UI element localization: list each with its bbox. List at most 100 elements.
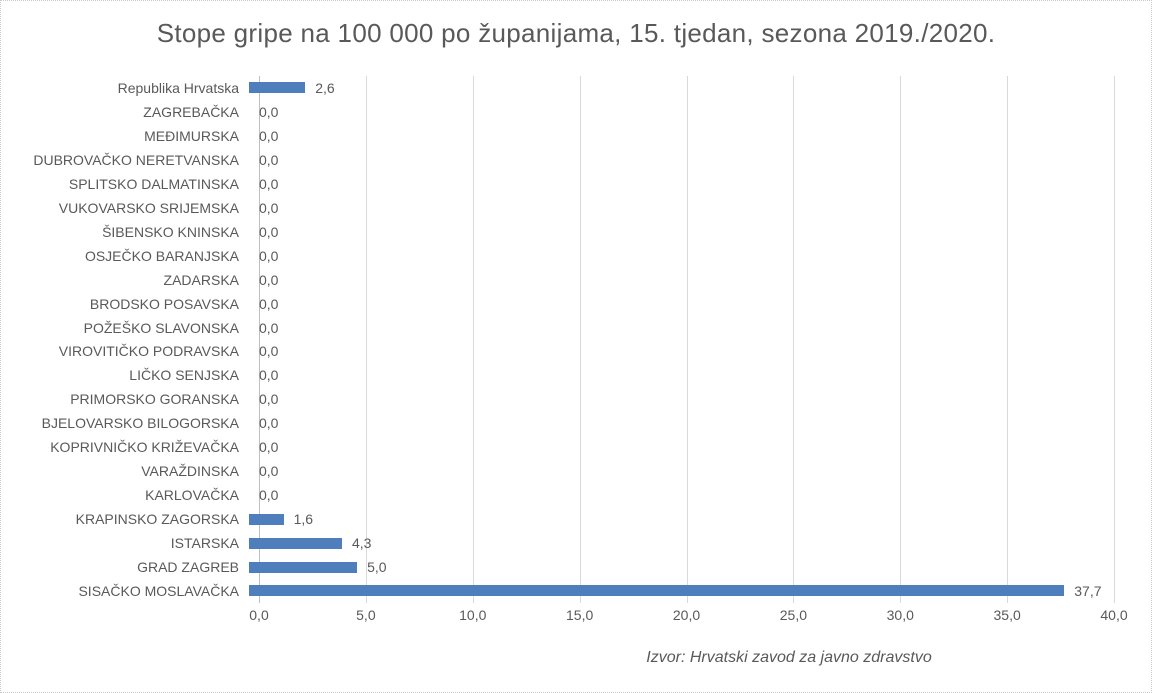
- bar-track: 0,0: [249, 172, 1114, 196]
- value-label: 0,0: [259, 367, 279, 384]
- category-label: ŠIBENSKO KNINSKA: [102, 223, 239, 240]
- bar-row: PRIMORSKO GORANSKA 0,0: [1, 387, 1114, 411]
- bar-track: 0,0: [249, 292, 1114, 316]
- bar-row: ZADARSKA 0,0: [1, 268, 1114, 292]
- bar-row: VUKOVARSKO SRIJEMSKA 0,0: [1, 196, 1114, 220]
- x-tick-label: 40,0: [1100, 607, 1128, 623]
- bar-track: 0,0: [249, 435, 1114, 459]
- gridline: [900, 76, 902, 603]
- value-label: 0,0: [259, 319, 279, 336]
- bar: [249, 82, 306, 94]
- gridline: [686, 76, 688, 603]
- bar-track: 0,0: [249, 411, 1114, 435]
- bar-rows: Republika Hrvatska 2,6 ZAGREBAČKA 0,0 MEĐIMU…: [1, 76, 1114, 603]
- category-label: VUKOVARSKO SRIJEMSKA: [58, 199, 239, 216]
- gridlines: [259, 76, 1115, 603]
- bar-track: 0,0: [249, 387, 1114, 411]
- gridline: [1007, 76, 1009, 603]
- category-label: KRAPINSKO ZAGORSKA: [75, 511, 239, 528]
- bar-row: Republika Hrvatska 2,6: [1, 76, 1114, 100]
- category-label: BJELOVARSKO BILOGORSKA: [41, 415, 239, 432]
- value-label: 2,6: [315, 79, 335, 96]
- gridline: [1114, 76, 1115, 603]
- category-label: SISAČKO MOSLAVAČKA: [78, 582, 239, 599]
- bar-row: VIROVITIČKO PODRAVSKA 0,0: [1, 339, 1114, 363]
- x-tick-label: 25,0: [779, 607, 807, 623]
- bar-track: 0,0: [249, 268, 1114, 292]
- value-label: 37,7: [1074, 582, 1102, 599]
- value-label: 0,0: [259, 391, 279, 408]
- x-tick-label: 10,0: [459, 607, 487, 623]
- bar: [249, 513, 284, 525]
- value-label: 4,3: [351, 535, 372, 552]
- bar-row: OSJEČKO BARANJSKA 0,0: [1, 244, 1114, 268]
- value-label: 1,6: [293, 511, 314, 528]
- category-label: OSJEČKO BARANJSKA: [84, 247, 239, 264]
- bar-track: 0,0: [249, 459, 1114, 483]
- bar-row: VARAŽDINSKA 0,0: [1, 459, 1114, 483]
- category-label: Republika Hrvatska: [117, 79, 239, 96]
- category-label: ISTARSKA: [170, 535, 239, 552]
- gridline: [472, 76, 474, 603]
- x-tick-label: 35,0: [993, 607, 1021, 623]
- x-tick-label: 0,0: [249, 607, 269, 623]
- bar-track: 0,0: [249, 244, 1114, 268]
- x-tick-label: 20,0: [672, 607, 701, 623]
- value-label: 0,0: [259, 439, 279, 456]
- category-label: VIROVITIČKO PODRAVSKA: [58, 343, 239, 360]
- bar-row: GRAD ZAGREB 5,0: [1, 555, 1114, 579]
- bar-track: 0,0: [249, 220, 1114, 244]
- bar-row: POŽEŠKO SLAVONSKA 0,0: [1, 316, 1114, 340]
- category-label: KOPRIVNIČKO KRIŽEVAČKA: [50, 439, 239, 456]
- bar: [249, 561, 358, 573]
- category-label: VARAŽDINSKA: [141, 463, 239, 480]
- bar-track: 0,0: [249, 100, 1114, 124]
- category-label: GRAD ZAGREB: [137, 559, 239, 576]
- value-label: 0,0: [259, 127, 279, 144]
- bar-row: SISAČKO MOSLAVAČKA 37,7: [1, 579, 1114, 603]
- bar-row: KARLOVAČKA 0,0: [1, 483, 1114, 507]
- bar-row: BJELOVARSKO BILOGORSKA 0,0: [1, 411, 1114, 435]
- bar-track: 1,6: [249, 507, 1114, 531]
- value-label: 0,0: [259, 103, 279, 120]
- bar-row: KRAPINSKO ZAGORSKA 1,6: [1, 507, 1114, 531]
- category-label: POŽEŠKO SLAVONSKA: [83, 319, 239, 336]
- source-caption: Izvor: Hrvatski zavod za javno zdravstvo: [646, 649, 932, 666]
- bar-track: 2,6: [249, 76, 1114, 100]
- value-label: 0,0: [259, 463, 279, 480]
- value-label: 0,0: [259, 199, 279, 216]
- value-label: 0,0: [259, 343, 279, 360]
- category-label: ZADARSKA: [163, 271, 239, 288]
- value-label: 0,0: [259, 223, 279, 240]
- gridline: [579, 76, 581, 603]
- bar-track: 0,0: [249, 316, 1114, 340]
- bar-track: 0,0: [249, 483, 1114, 507]
- bar-row: ŠIBENSKO KNINSKA 0,0: [1, 220, 1114, 244]
- bar-track: 5,0: [249, 555, 1114, 579]
- bar: [249, 585, 1065, 597]
- bar-row: SPLITSKO DALMATINSKA 0,0: [1, 172, 1114, 196]
- bar-row: ISTARSKA 4,3: [1, 531, 1114, 555]
- value-label: 0,0: [259, 295, 279, 312]
- bar-row: MEĐIMURSKA 0,0: [1, 124, 1114, 148]
- gridline: [793, 76, 795, 603]
- chart-title: Stope gripe na 100 000 po županijama, 15…: [156, 18, 996, 48]
- value-label: 0,0: [259, 415, 279, 432]
- bar-row: LIČKO SENJSKA 0,0: [1, 363, 1114, 387]
- category-label: BRODSKO POSAVSKA: [89, 295, 239, 312]
- bar-row: BRODSKO POSAVSKA 0,0: [1, 292, 1114, 316]
- value-label: 0,0: [259, 247, 279, 264]
- bar-track: 0,0: [249, 363, 1114, 387]
- value-label: 0,0: [259, 175, 279, 192]
- bar-track: 37,7: [249, 579, 1114, 603]
- category-label: PRIMORSKO GORANSKA: [70, 391, 239, 408]
- gridline: [365, 76, 367, 603]
- y-axis-line: [259, 76, 260, 603]
- value-label: 0,0: [259, 271, 279, 288]
- category-label: ZAGREBAČKA: [143, 103, 239, 120]
- category-label: LIČKO SENJSKA: [129, 367, 239, 384]
- bar-track: 4,3: [249, 531, 1114, 555]
- value-label: 5,0: [367, 559, 387, 576]
- x-tick-label: 30,0: [886, 607, 914, 623]
